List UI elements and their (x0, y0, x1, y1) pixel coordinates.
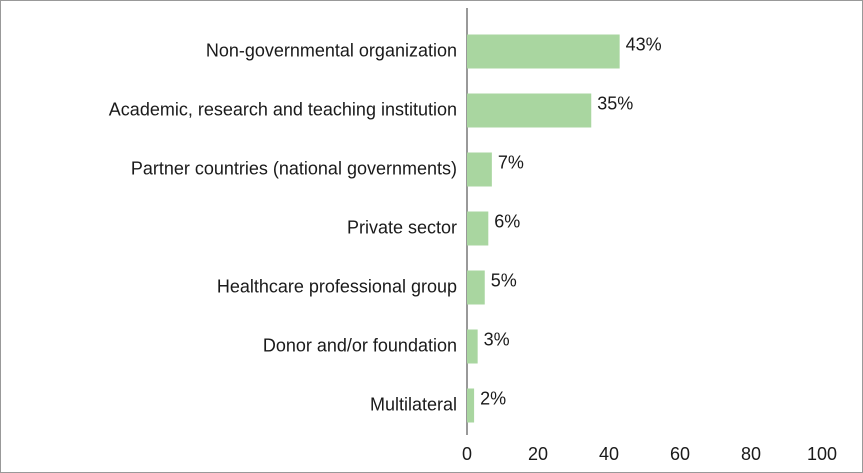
x-tick-label: 20 (528, 444, 548, 464)
data-label: 5% (491, 270, 517, 290)
bar (467, 152, 492, 187)
y-tick-label: Private sector (347, 217, 457, 237)
data-label: 43% (626, 34, 662, 54)
x-tick-label: 0 (462, 444, 472, 464)
data-label: 3% (484, 329, 510, 349)
data-label: 6% (494, 211, 520, 231)
x-tick-label: 40 (599, 444, 619, 464)
bar (467, 388, 475, 423)
bar (467, 329, 478, 364)
y-tick-label: Academic, research and teaching institut… (109, 99, 457, 119)
y-tick-label: Donor and/or foundation (263, 335, 457, 355)
bar (467, 211, 489, 246)
bar (467, 270, 485, 305)
y-tick-label: Non-governmental organization (206, 40, 457, 60)
data-label: 7% (498, 152, 524, 172)
bar (467, 93, 592, 128)
y-tick-label: Partner countries (national governments) (131, 158, 457, 178)
data-label: 2% (480, 388, 506, 408)
y-tick-label: Multilateral (370, 394, 457, 414)
x-tick-label: 80 (741, 444, 761, 464)
bar (467, 34, 620, 69)
x-tick-label: 100 (807, 444, 837, 464)
data-label: 35% (597, 93, 633, 113)
x-tick-label: 60 (670, 444, 690, 464)
y-tick-label: Healthcare professional group (217, 276, 457, 296)
